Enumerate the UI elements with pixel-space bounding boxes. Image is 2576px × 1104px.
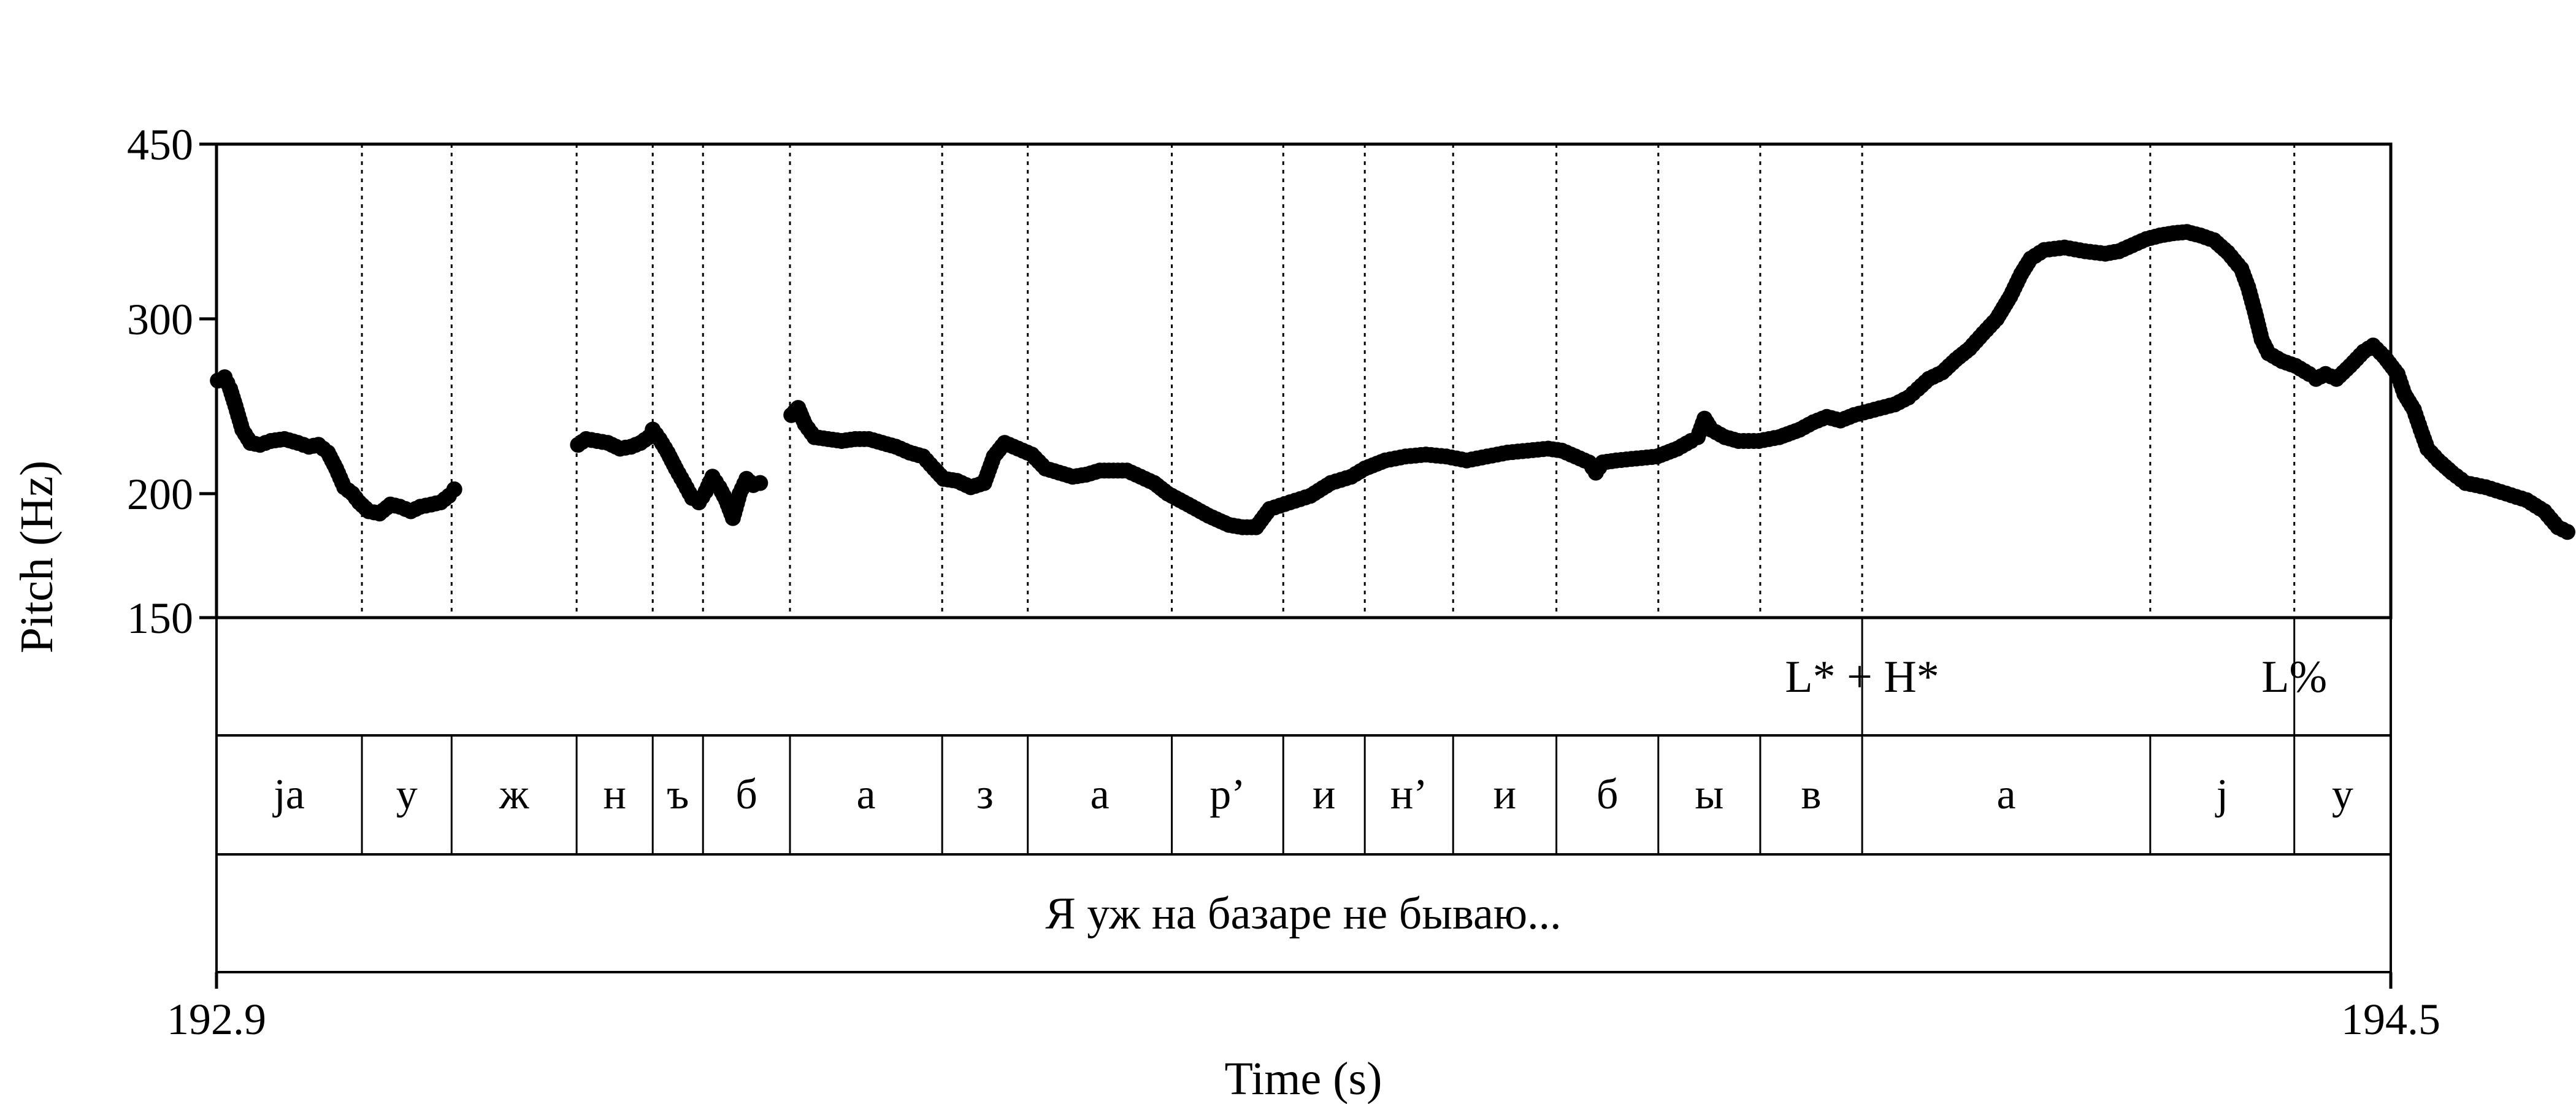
segment-label: з [976, 771, 994, 818]
segment-label: н’ [1390, 771, 1428, 818]
segment-label: б [1597, 771, 1619, 818]
x-tick-label-start: 192.9 [167, 995, 266, 1044]
segment-label: и [1493, 771, 1516, 818]
segment-label: ja [272, 771, 305, 818]
segment-labels: ja у ж н ъ б а з а р’ и н’ и б ы в а j у [272, 771, 2353, 818]
segment-label: а [1091, 771, 1110, 818]
segment-tier-frame [215, 734, 2392, 856]
tone-label: L% [2261, 652, 2327, 702]
y-tick-label: 300 [127, 295, 193, 344]
pitch-point [446, 481, 462, 497]
segment-label: ъ [667, 771, 689, 818]
y-axis: 450 300 200 150 [127, 120, 217, 643]
segment-label: б [735, 771, 757, 818]
segment-label: р’ [1209, 771, 1245, 818]
sentence-label: Я уж на базаре не бываю... [1045, 889, 1561, 939]
y-tick-label: 200 [127, 470, 193, 519]
tone-label: L* + H* [1785, 652, 1939, 702]
segment-label: ы [1695, 771, 1723, 818]
segment-label: а [857, 771, 876, 818]
segment-label: а [1996, 771, 2015, 818]
segment-label: и [1313, 771, 1335, 818]
segment-label: у [2332, 771, 2353, 818]
segment-label: у [396, 771, 418, 818]
sentence-tier-frame [215, 853, 2392, 973]
segment-label: ж [499, 771, 529, 818]
segment-boundary-lines [361, 144, 2296, 854]
x-tick-label-end: 194.5 [2341, 995, 2440, 1044]
y-axis-title: Pitch (Hz) [11, 461, 63, 653]
segment-label: н [603, 771, 626, 818]
y-tick-label: 150 [127, 594, 193, 643]
segment-label: в [1801, 771, 1822, 818]
pitch-series [210, 224, 2575, 540]
segment-label: j [2215, 771, 2228, 818]
x-axis-title: Time (s) [1225, 1053, 1382, 1104]
pitch-plot-frame [215, 142, 2393, 619]
pitch-point [752, 475, 769, 491]
y-tick-label: 450 [127, 120, 193, 169]
pitch-point [2559, 524, 2575, 540]
tone-labels: L* + H* L% [1785, 652, 2327, 702]
tone-mark-lines [1861, 618, 2296, 735]
tone-tier-frame [215, 616, 2392, 737]
